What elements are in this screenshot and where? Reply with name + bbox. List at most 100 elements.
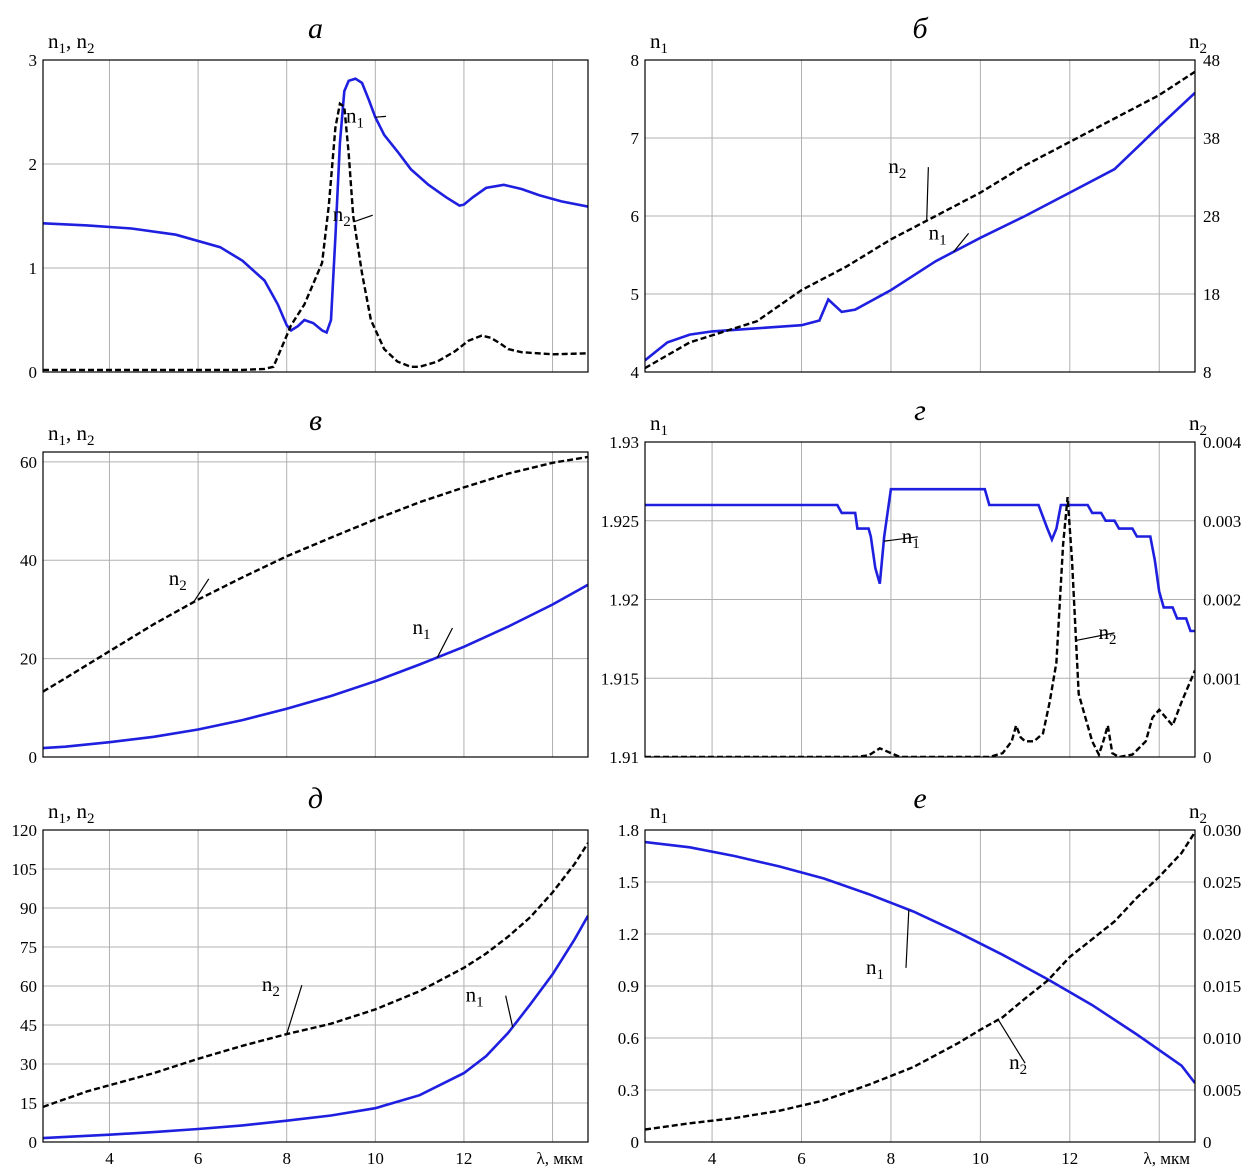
x-tick-label: 4 — [105, 1149, 114, 1168]
plot-frame — [42, 59, 589, 373]
annotation-leader — [436, 627, 454, 658]
x-tick-label: 8 — [282, 1149, 291, 1168]
y-tick-label: 1.91 — [609, 748, 639, 767]
y-tick-label: 105 — [12, 860, 38, 879]
annotation-leader — [926, 167, 929, 221]
y-tick-label: 20 — [20, 650, 37, 669]
panel-title: в — [309, 404, 322, 437]
y2-tick-label: 18 — [1203, 285, 1220, 304]
y2-tick-label: 0.025 — [1203, 873, 1241, 892]
curve-label-n1: n1​ — [346, 103, 364, 131]
x-tick-label: 12 — [1061, 1149, 1078, 1168]
y-tick-label: 0 — [29, 363, 38, 382]
annotation-leader — [883, 536, 918, 542]
y-axis-label: n1​, n2​ — [48, 799, 95, 827]
y-tick-label: 2 — [29, 155, 38, 174]
y-axis-label: n1​ — [650, 411, 668, 439]
y-axis-label: n1​, n2​ — [48, 29, 95, 57]
y-tick-label: 1.915 — [601, 669, 639, 688]
y-tick-label: 0.9 — [618, 977, 639, 996]
y-tick-label: 60 — [20, 453, 37, 472]
x-tick-label: 8 — [887, 1149, 896, 1168]
chart-panel-4: 1.91 1.915 1.92 1.925 1.93 0 0.001 0.002 0.003 0.… — [601, 394, 1241, 767]
series-line-n2 — [645, 496, 1195, 757]
y-tick-label: 8 — [631, 51, 640, 70]
y-tick-label: 45 — [20, 1016, 37, 1035]
plot-frame — [644, 441, 1196, 758]
x-tick-label: 6 — [797, 1149, 806, 1168]
y-tick-label: 1.925 — [601, 512, 639, 531]
plot-frame — [42, 451, 589, 758]
y-tick-label: 1.93 — [609, 433, 639, 452]
panel-title: а — [308, 12, 323, 45]
y2-tick-label: 0 — [1203, 1133, 1212, 1152]
curve-label-n2: n2​ — [333, 202, 351, 230]
series-line-n1 — [43, 583, 588, 750]
annotation-leader — [286, 985, 303, 1035]
y2-tick-label: 0.010 — [1203, 1029, 1241, 1048]
y2-tick-label: 0.002 — [1203, 591, 1241, 610]
chart-panel-5: 0 15 30 45 60 75 90 105 120 4 6 8 10 12 λ, мкм д n1​, n2… — [12, 782, 589, 1168]
curve-label-n1: n1​ — [412, 615, 430, 643]
y2-tick-label: 0.020 — [1203, 925, 1241, 944]
annotation-leader — [905, 909, 910, 968]
y2-axis-label: n2​ — [1189, 29, 1207, 57]
annotation-leader — [375, 115, 387, 118]
y-tick-label: 4 — [631, 363, 640, 382]
curve-label-n2: n2​ — [262, 972, 280, 1000]
y-tick-label: 40 — [20, 551, 37, 570]
y-tick-label: 0 — [631, 1133, 640, 1152]
y2-tick-label: 28 — [1203, 207, 1220, 226]
series-line-n1 — [645, 487, 1195, 633]
y2-tick-label: 0.005 — [1203, 1081, 1241, 1100]
curve-label-n1: n1​ — [866, 955, 884, 983]
annotation-leader — [505, 995, 514, 1028]
y-tick-label: 7 — [631, 129, 640, 148]
panel-title: г — [914, 394, 926, 427]
curve-label-n1: n1​ — [466, 983, 484, 1011]
y-axis-label: n1​ — [650, 799, 668, 827]
y-tick-label: 0 — [29, 748, 38, 767]
x-axis-label: λ, мкм — [536, 1149, 583, 1168]
x-tick-label: 10 — [972, 1149, 989, 1168]
annotation-leader — [353, 214, 373, 223]
chart-panel-3: 0 20 40 60 в n1​, n2​ n2​ n1​ — [20, 404, 589, 767]
plot-frame — [644, 829, 1196, 1143]
x-tick-label: 4 — [708, 1149, 717, 1168]
panel-title: е — [913, 782, 926, 815]
y2-tick-label: 0.004 — [1203, 433, 1241, 452]
series-line-n2 — [645, 70, 1195, 370]
y-tick-label: 75 — [20, 938, 37, 957]
y-tick-label: 30 — [20, 1055, 37, 1074]
chart-panel-1: 0 1 2 3 а n1​, n2​ n1​ n2​ — [29, 12, 589, 382]
y2-tick-label: 38 — [1203, 129, 1220, 148]
series-line-n1 — [645, 91, 1195, 362]
y-tick-label: 60 — [20, 977, 37, 996]
annotation-leader — [997, 1019, 1026, 1064]
y-tick-label: 90 — [20, 899, 37, 918]
y-tick-label: 120 — [12, 821, 38, 840]
x-tick-label: 6 — [194, 1149, 203, 1168]
annotation-leader — [193, 578, 210, 603]
y-tick-label: 0.3 — [618, 1081, 639, 1100]
curve-label-n2: n2​ — [1099, 620, 1117, 648]
y-tick-label: 0.6 — [618, 1029, 639, 1048]
y2-tick-label: 0.001 — [1203, 669, 1241, 688]
y2-tick-label: 48 — [1203, 51, 1220, 70]
chart-panel-2: 4 5 6 7 8 8 18 28 38 48 б n1​ n2​ n2​ n1​ — [631, 12, 1221, 382]
series-line-n1 — [43, 915, 588, 1140]
y2-tick-label: 0.030 — [1203, 821, 1241, 840]
panel-title: д — [308, 782, 323, 815]
y2-tick-label: 0 — [1203, 748, 1212, 767]
y-tick-label: 1.5 — [618, 873, 639, 892]
series-line-n1 — [43, 77, 588, 335]
chart-panel-6: 0 0.3 0.6 0.9 1.2 1.5 1.8 0 0.005 0.010 0.015 0.020… — [618, 782, 1241, 1168]
x-axis-label: λ, мкм — [1143, 1149, 1190, 1168]
series-line-n1 — [645, 840, 1195, 1084]
x-tick-label: 10 — [367, 1149, 384, 1168]
y2-axis-label: n2​ — [1189, 411, 1207, 439]
y-tick-label: 1.2 — [618, 925, 639, 944]
curve-label-n1: n1​ — [902, 524, 920, 552]
series-line-n2 — [645, 831, 1195, 1131]
